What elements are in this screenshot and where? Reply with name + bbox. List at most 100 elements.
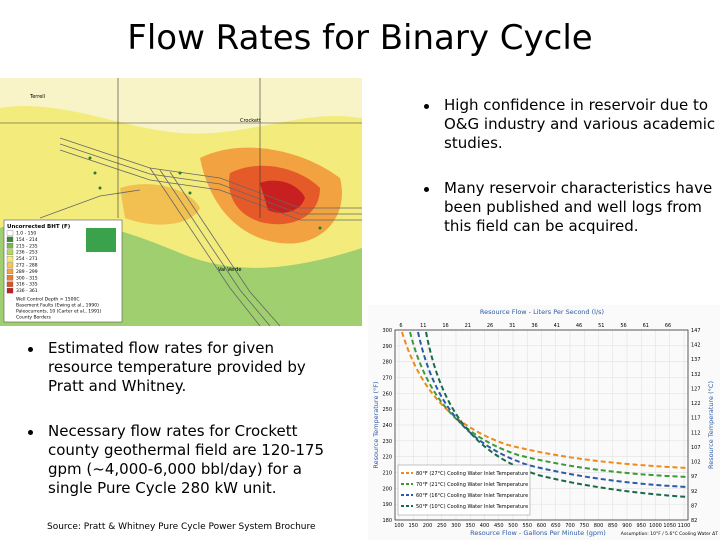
tick-label: 190 xyxy=(382,502,392,508)
legend-label: Paleocurrents, 10 (Carter et al., 1991) xyxy=(16,309,102,315)
chart-legend: 80°F (27°C) Cooling Water Inlet Temperat… xyxy=(397,464,531,516)
axis-title: Resource Temperature (°F) xyxy=(372,381,380,468)
legend-swatch xyxy=(6,287,14,294)
tick-label: 16 xyxy=(442,323,448,329)
tick-label: 750 xyxy=(579,523,589,529)
legend-label: 1.0 - 150 xyxy=(16,231,36,237)
tick-label: 82 xyxy=(691,518,697,524)
tick-label: 6 xyxy=(399,323,402,329)
tick-label: 132 xyxy=(691,372,701,378)
legend-swatch xyxy=(6,275,14,281)
slide-title: Flow Rates for Binary Cycle xyxy=(127,18,593,58)
tick-label: 150 xyxy=(408,523,418,529)
tick-label: 122 xyxy=(691,401,701,407)
legend-label: 336 - 361 xyxy=(16,288,38,294)
tick-label: 210 xyxy=(382,471,392,477)
bullet: Many reservoir characteristics have been… xyxy=(418,179,718,236)
tick-label: 21 xyxy=(465,323,471,329)
tick-label: 36 xyxy=(531,323,537,329)
axis-title: Resource Temperature (°C) xyxy=(707,381,715,469)
tick-label: 850 xyxy=(608,523,618,529)
tick-label: 102 xyxy=(691,460,701,466)
tick-label: 100 xyxy=(394,523,404,529)
legend-label: 254 - 271 xyxy=(16,256,38,262)
legend-label: 215 - 235 xyxy=(16,243,38,249)
bullet: Necessary flow rates for Crockett county… xyxy=(22,422,334,498)
tick-label: 950 xyxy=(636,523,646,529)
legend-label: 80°F (27°C) Cooling Water Inlet Temperat… xyxy=(416,471,528,477)
tick-label: 1000 xyxy=(649,523,662,529)
tick-label: 87 xyxy=(691,503,697,509)
tick-label: 260 xyxy=(382,391,392,397)
axis-title: Resource Flow - Liters Per Second (l/s) xyxy=(480,308,604,316)
tick-label: 56 xyxy=(620,323,626,329)
source-note: Source: Pratt & Whitney Pure Cycle Power… xyxy=(47,522,316,532)
tick-label: 300 xyxy=(451,523,461,529)
axis-title: Resource Flow - Gallons Per Minute (gpm) xyxy=(470,529,606,537)
tick-label: 800 xyxy=(594,523,604,529)
tick-label: 350 xyxy=(465,523,475,529)
tick-label: 147 xyxy=(691,328,701,334)
legend-label: 154 - 214 xyxy=(16,237,38,243)
tick-label: 450 xyxy=(494,523,504,529)
tick-label: 240 xyxy=(382,423,392,429)
legend-swatch xyxy=(6,249,14,255)
legend-label: 70°F (21°C) Cooling Water Inlet Temperat… xyxy=(416,482,528,488)
tick-label: 137 xyxy=(691,357,701,363)
chart-note: Assumption: 10°F / 5.6°C Cooling Water Δ… xyxy=(621,531,718,537)
tick-label: 26 xyxy=(487,323,493,329)
bullet: High confidence in reservoir due to O&G … xyxy=(418,96,718,153)
bullet: Estimated flow rates for given resource … xyxy=(22,339,334,396)
tick-label: 230 xyxy=(382,439,392,445)
tick-label: 250 xyxy=(382,407,392,413)
bullet-list: High confidence in reservoir due to O&G … xyxy=(418,96,718,236)
tick-label: 700 xyxy=(565,523,575,529)
legend-label: 236 - 253 xyxy=(16,250,38,256)
bullet-list: Estimated flow rates for given resource … xyxy=(22,339,334,498)
tick-label: 1100 xyxy=(678,523,691,529)
legend-label: 300 - 315 xyxy=(16,275,38,281)
legend-label: 60°F (16°C) Cooling Water Inlet Temperat… xyxy=(416,493,528,499)
tick-label: 200 xyxy=(423,523,433,529)
tick-label: 400 xyxy=(480,523,490,529)
tick-label: 600 xyxy=(537,523,547,529)
tick-label: 500 xyxy=(508,523,518,529)
tick-label: 1050 xyxy=(663,523,676,529)
legend-label: Basement Faults (Ewing et al., 1990) xyxy=(16,303,99,309)
tick-label: 142 xyxy=(691,343,701,349)
tick-label: 250 xyxy=(437,523,447,529)
legend-swatch xyxy=(6,255,14,262)
tick-label: 31 xyxy=(509,323,515,329)
tick-label: 112 xyxy=(691,430,701,436)
legend-swatch xyxy=(6,236,14,243)
map-label: Terrell xyxy=(29,94,45,100)
legend-swatch xyxy=(6,281,14,287)
flow-chart: 80°F (27°C) Cooling Water Inlet Temperat… xyxy=(368,305,720,540)
tick-label: 46 xyxy=(576,323,582,329)
legend-label: 50°F (10°C) Cooling Water Inlet Temperat… xyxy=(416,504,528,510)
tick-label: 107 xyxy=(691,445,701,451)
tick-label: 220 xyxy=(382,455,392,461)
tick-label: 41 xyxy=(554,323,560,329)
tick-label: 300 xyxy=(382,328,392,334)
tick-label: 180 xyxy=(382,518,392,524)
tick-label: 270 xyxy=(382,376,392,382)
legend-swatch xyxy=(6,230,14,236)
map: Terrell Crockett Val Verde Uncorrected B… xyxy=(0,78,362,326)
legend-label: 289 - 299 xyxy=(16,269,38,275)
map-label: Crockett xyxy=(240,118,261,124)
tick-label: 290 xyxy=(382,344,392,350)
legend-swatch xyxy=(6,268,14,275)
tick-label: 127 xyxy=(691,386,701,392)
legend-label: Well Control Depth > 1500C xyxy=(16,297,80,303)
tick-label: 61 xyxy=(643,323,649,329)
legend-title: Uncorrected BHT (F) xyxy=(7,224,71,230)
tick-label: 66 xyxy=(665,323,671,329)
tick-label: 900 xyxy=(622,523,632,529)
tick-label: 200 xyxy=(382,486,392,492)
legend-swatch xyxy=(6,243,14,249)
legend-label: County Borders xyxy=(16,315,52,321)
legend-label: 272 - 288 xyxy=(16,263,38,269)
tick-label: 117 xyxy=(691,416,701,422)
